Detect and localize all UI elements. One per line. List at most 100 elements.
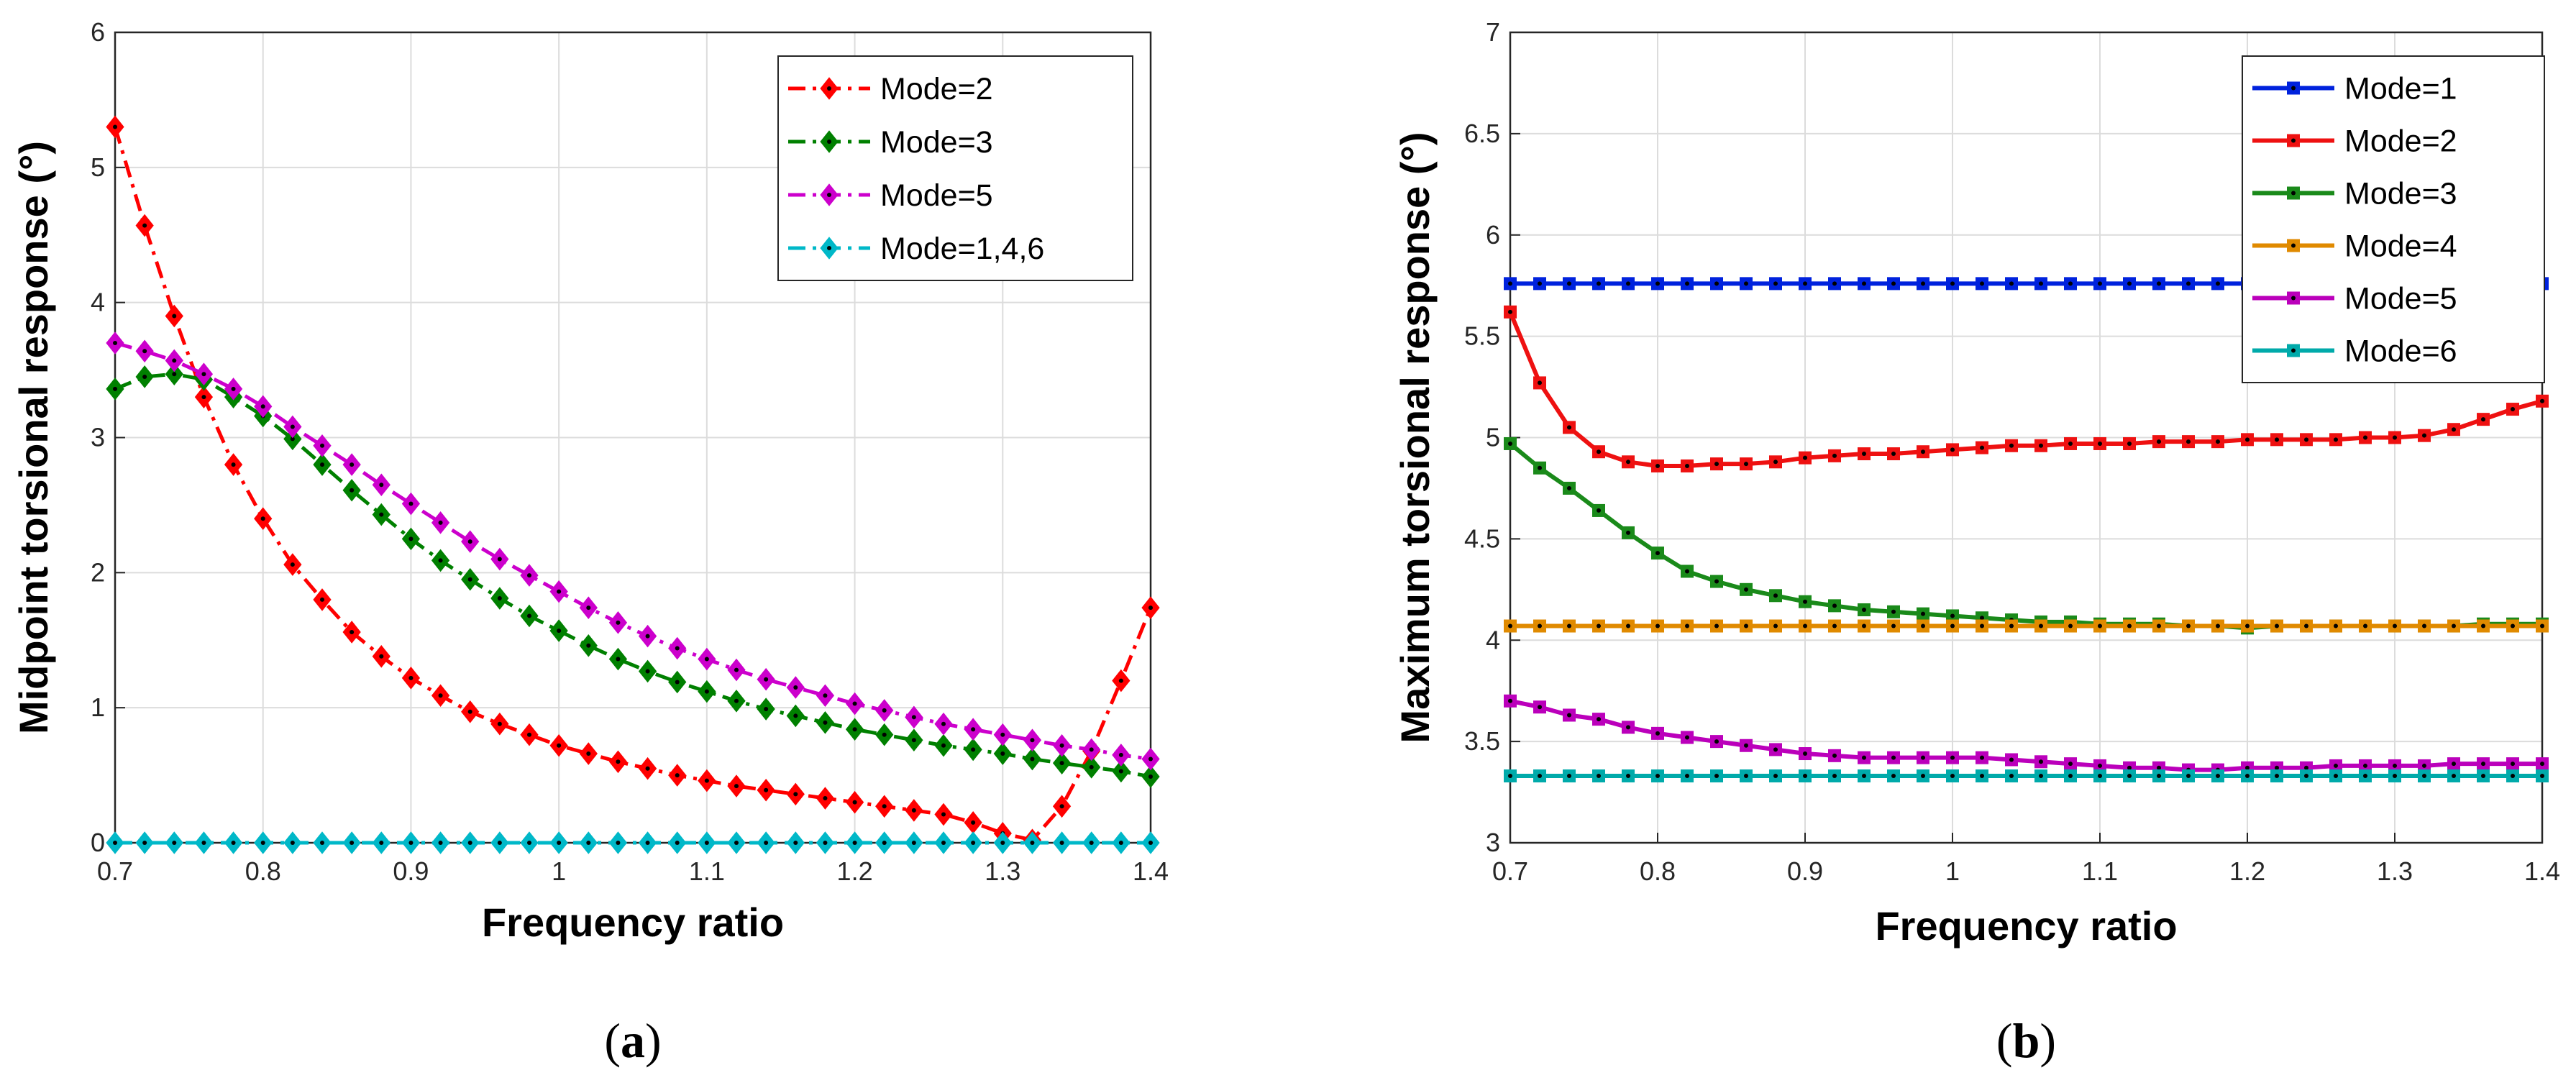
data-point-dot	[2275, 774, 2279, 779]
x-tick-label: 0.7	[1492, 856, 1528, 886]
data-point-dot	[290, 841, 295, 845]
data-point-dot	[1980, 445, 1984, 450]
data-point-dot	[1508, 441, 1512, 446]
y-tick-label: 6.5	[1464, 119, 1500, 148]
data-point-dot	[1862, 452, 1866, 457]
data-point-dot	[2186, 281, 2191, 286]
data-point-dot	[941, 812, 946, 817]
data-point-dot	[911, 808, 916, 813]
data-point-dot	[1059, 841, 1064, 845]
caption-close-paren: )	[645, 1013, 662, 1068]
data-point-dot	[1148, 605, 1153, 611]
data-point-dot	[1714, 739, 1719, 744]
data-point-dot	[1597, 774, 1601, 779]
data-point-dot	[1148, 774, 1153, 779]
data-point-dot	[467, 577, 472, 582]
data-point-dot	[1832, 753, 1837, 758]
data-point-dot	[2275, 623, 2279, 628]
data-point-dot	[1538, 465, 1542, 470]
data-point-dot	[1862, 774, 1866, 779]
data-point-dot	[350, 462, 355, 467]
data-point-dot	[113, 341, 117, 346]
data-point-dot	[1118, 752, 1123, 757]
legend-box	[777, 55, 1133, 281]
data-point-dot	[1803, 751, 1807, 756]
data-point-dot	[2098, 763, 2102, 768]
data-point-dot	[231, 841, 236, 845]
data-point-dot	[675, 646, 680, 651]
data-point-dot	[1773, 774, 1778, 779]
data-point-dot	[704, 778, 709, 783]
data-point-dot	[2511, 762, 2515, 767]
legend-label: Mode=2	[880, 72, 993, 106]
y-tick-label: 3	[1486, 828, 1500, 857]
data-point-dot	[467, 841, 472, 845]
x-tick-label: 0.8	[245, 856, 281, 886]
legend-label: Mode=1	[2344, 72, 2457, 106]
data-point-dot	[675, 773, 680, 778]
data-point-dot	[1538, 380, 1542, 385]
y-tick-label: 1	[91, 692, 105, 722]
data-point-dot	[1773, 623, 1778, 628]
data-point-dot	[1803, 774, 1807, 779]
data-point-dot	[971, 841, 976, 845]
data-point-dot	[882, 804, 887, 809]
data-point-dot	[1597, 717, 1601, 722]
data-point-dot	[704, 841, 709, 845]
data-point-dot	[408, 841, 414, 845]
data-point-dot	[1597, 508, 1601, 513]
data-point-dot	[1891, 609, 1896, 614]
data-point-dot	[734, 667, 739, 672]
data-point-dot	[1862, 755, 1866, 760]
legend-label: Mode=6	[2344, 334, 2457, 369]
data-point-dot	[2452, 427, 2456, 432]
data-point-dot	[2009, 623, 2014, 628]
data-point-dot	[1059, 804, 1064, 809]
data-point-dot	[497, 721, 502, 726]
caption-close-paren: )	[2040, 1013, 2056, 1068]
data-point-dot	[2039, 759, 2043, 764]
data-point-dot	[734, 698, 739, 703]
data-point-dot	[231, 386, 236, 391]
data-point-dot	[2068, 762, 2073, 767]
data-point-dot	[734, 784, 739, 789]
data-point-dot	[1089, 841, 1094, 845]
data-point-dot	[645, 766, 650, 771]
data-point-dot	[2039, 443, 2043, 448]
legend-swatch-marker-dot	[827, 246, 831, 250]
y-tick-label: 7	[1486, 17, 1500, 47]
panel-caption: (b)	[1996, 1013, 2056, 1068]
data-point-dot	[2363, 435, 2367, 440]
data-point-dot	[1626, 530, 1630, 535]
data-point-dot	[1626, 460, 1630, 465]
legend-swatch-marker-dot	[2291, 191, 2296, 196]
y-tick-label: 3	[91, 423, 105, 452]
y-tick-label: 4	[91, 288, 105, 317]
data-point-dot	[113, 386, 117, 391]
data-point-dot	[1744, 743, 1748, 748]
y-tick-label: 5.5	[1464, 321, 1500, 351]
data-point-dot	[764, 787, 769, 792]
data-point-dot	[290, 436, 295, 442]
data-point-dot	[1714, 623, 1719, 628]
data-point-dot	[2422, 623, 2426, 628]
data-point-dot	[2304, 437, 2308, 442]
data-point-dot	[1950, 623, 1955, 628]
data-point-dot	[852, 727, 857, 732]
data-point-dot	[616, 620, 621, 625]
data-point-dot	[911, 715, 916, 720]
legend-swatch-marker-dot	[2291, 138, 2296, 143]
data-point-dot	[1832, 623, 1837, 628]
data-point-dot	[1118, 841, 1123, 845]
legend-label: Mode=1,4,6	[880, 232, 1044, 266]
data-point-dot	[1508, 623, 1512, 628]
data-point-dot	[2098, 623, 2102, 628]
data-point-dot	[1538, 281, 1542, 286]
data-point-dot	[557, 841, 562, 845]
legend-swatch-marker-dot	[2291, 348, 2296, 353]
data-point-dot	[793, 841, 798, 845]
data-point-dot	[1118, 769, 1123, 774]
x-tick-label: 1.3	[2377, 856, 2413, 886]
data-point-dot	[2481, 417, 2485, 422]
data-point-dot	[586, 643, 591, 648]
